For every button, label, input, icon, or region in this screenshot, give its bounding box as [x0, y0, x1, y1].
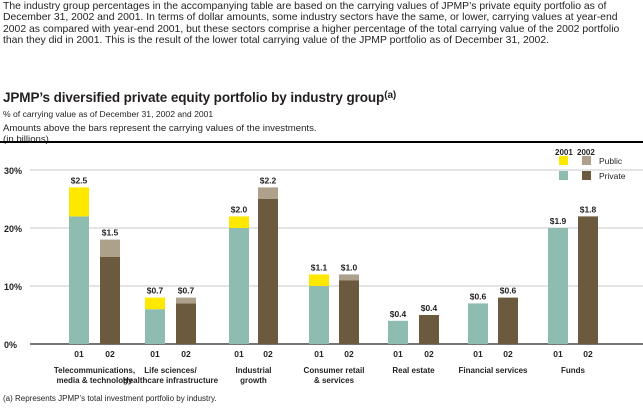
category-label: media & technology: [56, 376, 133, 385]
legend-swatch-2002: [582, 171, 591, 180]
bar-2001-private: [69, 216, 89, 344]
chart-note-line: Amounts above the bars represent the car…: [3, 123, 317, 134]
category-label: Financial services: [459, 366, 528, 375]
data-label: $0.7: [178, 286, 195, 296]
data-label: $0.6: [470, 291, 487, 301]
bar-2002-public: [100, 239, 120, 257]
data-label: $1.0: [341, 262, 358, 272]
bar-2001-private: [388, 320, 408, 344]
legend-swatch-2002: [582, 156, 591, 165]
footnote: (a) Represents JPMP’s total investment p…: [3, 394, 217, 403]
x-year-label: 02: [181, 349, 191, 359]
y-tick-label: 30%: [4, 166, 22, 176]
y-tick-label: 10%: [4, 282, 22, 292]
category-label: Life sciences/: [144, 366, 197, 375]
bar-chart: 0% 10% 20% 30% $2.5 01 $1.5 02 Telecommunication…: [4, 148, 643, 385]
category-label: Funds: [561, 366, 586, 375]
category-label: Consumer retail: [304, 366, 365, 375]
bar-2001-private: [309, 286, 329, 344]
chart-note-units: (in billions): [3, 133, 49, 145]
data-label: $2.0: [231, 204, 248, 214]
bar-2001-private: [468, 303, 488, 344]
bar-2002-private: [339, 280, 359, 344]
bar-2002-private: [100, 257, 120, 344]
x-year-label: 01: [150, 349, 160, 359]
x-year-label: 01: [393, 349, 403, 359]
bar-2002-private: [258, 199, 278, 344]
chart-note: Amounts above the bars represent the car…: [3, 123, 333, 145]
data-label: $2.2: [260, 175, 277, 185]
chart-title: JPMP’s diversified private equity portfo…: [3, 90, 396, 105]
bar-2001-public: [229, 216, 249, 228]
category-label: Industrial: [235, 366, 271, 375]
bar-2002-private: [578, 216, 598, 344]
data-label: $0.4: [421, 303, 438, 313]
x-year-label: 02: [263, 349, 273, 359]
bar-2001-private: [548, 228, 568, 344]
x-year-label: 01: [473, 349, 483, 359]
data-label: $0.6: [500, 286, 517, 296]
bar-2001-public: [69, 187, 89, 217]
category-label: & services: [314, 376, 355, 385]
data-label: $1.1: [311, 262, 328, 272]
data-label: $1.8: [580, 204, 597, 214]
legend-swatch-2001: [559, 156, 568, 165]
y-tick-label: 20%: [4, 224, 22, 234]
data-label: $1.5: [102, 228, 119, 238]
category-label: Real estate: [392, 366, 435, 375]
bar-2001-private: [145, 309, 165, 344]
x-year-label: 01: [234, 349, 244, 359]
data-label: $1.9: [550, 216, 567, 226]
title-footnote-marker: (a): [384, 90, 397, 101]
labels: 0% 10% 20% 30% $2.5 01 $1.5 02 Telecommunication…: [4, 166, 597, 385]
bar-2002-private: [419, 315, 439, 344]
intro-paragraph: The industry group percentages in the ac…: [3, 1, 620, 47]
bar-2001-public: [309, 274, 329, 286]
x-year-label: 01: [314, 349, 324, 359]
bar-2001-private: [229, 228, 249, 344]
data-label: $2.5: [71, 175, 88, 185]
chart-subtitle: % of carrying value as of December 31, 2…: [3, 109, 214, 119]
x-year-label: 02: [503, 349, 513, 359]
legend-swatch-2001: [559, 171, 568, 180]
bar-2002-private: [176, 303, 196, 344]
legend-year-label: 2002: [577, 148, 595, 157]
chart-title-text: JPMP’s diversified private equity portfo…: [3, 90, 385, 105]
legend-label: Public: [599, 156, 623, 166]
legend: 2001 2002 Public Private: [555, 148, 626, 181]
y-tick-label: 0%: [4, 340, 17, 350]
bar-2002-public: [176, 297, 196, 304]
header-rule: [0, 141, 643, 143]
x-year-label: 01: [74, 349, 84, 359]
bars: [69, 187, 598, 344]
data-label: $0.7: [147, 286, 164, 296]
gridlines: [30, 169, 643, 345]
x-year-label: 01: [553, 349, 563, 359]
x-year-label: 02: [105, 349, 115, 359]
bar-2002-private: [498, 297, 518, 344]
category-label: Healthcare infrastructure: [123, 376, 219, 385]
legend-year-label: 2001: [555, 148, 573, 157]
x-year-label: 02: [344, 349, 354, 359]
category-label: Telecommunications,: [54, 366, 135, 375]
bar-2002-public: [339, 274, 359, 281]
bar-2002-public: [258, 187, 278, 199]
bar-2001-public: [145, 297, 165, 310]
data-label: $0.4: [390, 309, 407, 319]
x-year-label: 02: [583, 349, 593, 359]
category-label: growth: [240, 376, 267, 385]
legend-label: Private: [599, 171, 626, 181]
x-year-label: 02: [424, 349, 434, 359]
